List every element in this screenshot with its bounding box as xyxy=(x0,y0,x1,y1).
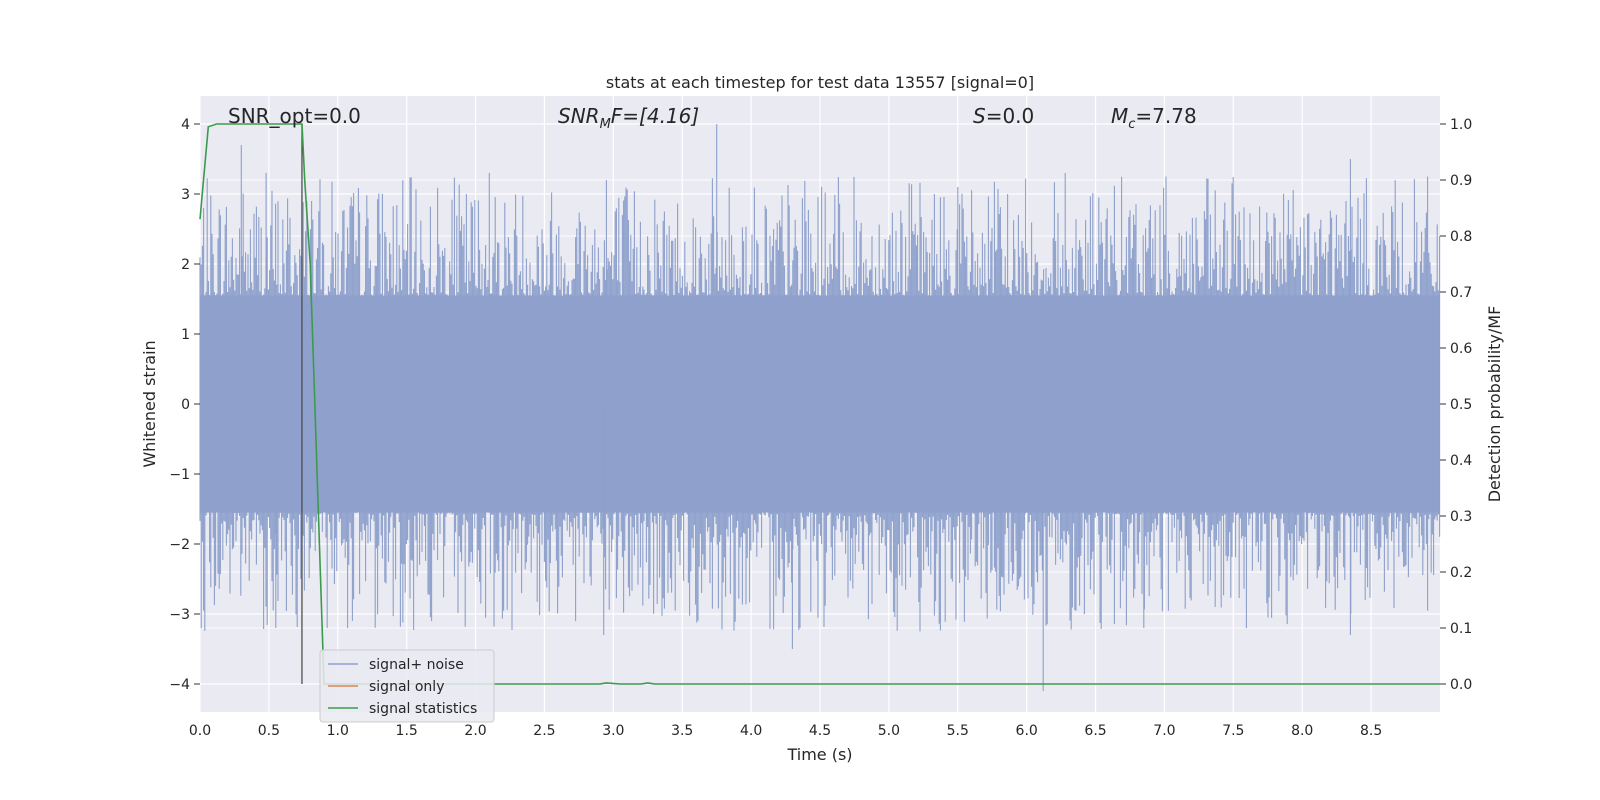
left-y-ticks: −4 −3 −2 −1 0 1 2 3 4 xyxy=(169,117,200,693)
right-y-tick-label: 0.4 xyxy=(1450,453,1472,469)
right-y-tick-label: 0.6 xyxy=(1450,341,1472,357)
mc-annotation: Mc=7.78 xyxy=(1111,104,1197,132)
legend-box xyxy=(319,649,495,723)
x-tick-label: 8.0 xyxy=(1291,723,1313,739)
left-y-axis-label: Whitened strain xyxy=(140,340,159,467)
s-tail: =0.0 xyxy=(986,104,1035,128)
x-ticks: 0.0 0.5 1.0 1.5 2.0 2.5 3.0 3.5 4.0 4.5 5.0 5.5 6.0 6… xyxy=(189,723,1382,739)
x-tick-label: 2.0 xyxy=(464,723,486,739)
right-y-tick-label: 1.0 xyxy=(1450,117,1472,133)
snr-mf-annotation: SNRMF=[4.16] xyxy=(558,104,699,132)
x-tick-label: 4.5 xyxy=(809,723,831,739)
x-tick-label: 0.5 xyxy=(258,723,280,739)
legend-label-signal-only: signal only xyxy=(369,679,444,695)
right-y-tick-label: 0.7 xyxy=(1450,285,1472,301)
left-y-tick-label: 0 xyxy=(181,397,190,413)
x-tick-label: 4.0 xyxy=(740,723,762,739)
legend: signal+ noise signal only signal statist… xyxy=(319,649,495,723)
right-y-tick-label: 0.2 xyxy=(1450,565,1472,581)
right-y-tick-label: 0.0 xyxy=(1450,677,1472,693)
left-y-tick-label: 1 xyxy=(181,327,190,343)
x-tick-label: 7.0 xyxy=(1153,723,1175,739)
x-tick-label: 7.5 xyxy=(1222,723,1244,739)
right-y-tick-label: 0.8 xyxy=(1450,229,1472,245)
legend-label-signal-noise: signal+ noise xyxy=(369,657,464,673)
legend-label-signal-statistics: signal statistics xyxy=(369,701,477,717)
x-tick-label: 8.5 xyxy=(1360,723,1382,739)
strain-series xyxy=(199,124,1441,691)
x-tick-label: 2.5 xyxy=(533,723,555,739)
mc-tail: =7.78 xyxy=(1135,104,1196,128)
left-y-tick-label: −3 xyxy=(169,607,190,623)
x-tick-label: 1.0 xyxy=(327,723,349,739)
right-y-ticks: 0.0 0.1 0.2 0.3 0.4 0.5 0.6 0.7 0.8 0.9 1.0 xyxy=(1440,117,1472,693)
snr-mf-sub: M xyxy=(600,117,611,132)
mc-sub: c xyxy=(1128,117,1135,132)
x-tick-label: 6.5 xyxy=(1084,723,1106,739)
left-y-tick-label: −4 xyxy=(169,677,190,693)
right-y-tick-label: 0.1 xyxy=(1450,621,1472,637)
s-main: S xyxy=(973,104,986,128)
right-y-tick-label: 0.5 xyxy=(1450,397,1472,413)
x-tick-label: 3.0 xyxy=(602,723,624,739)
right-y-tick-label: 0.9 xyxy=(1450,173,1472,189)
left-y-tick-label: −1 xyxy=(169,467,190,483)
snr-mf-tail: F=[4.16] xyxy=(611,104,699,128)
left-y-tick-label: 3 xyxy=(181,187,190,203)
s-annotation: S=0.0 xyxy=(973,104,1034,128)
x-tick-label: 5.0 xyxy=(878,723,900,739)
snr-mf-main: SNR xyxy=(558,104,600,128)
chart-title: stats at each timestep for test data 135… xyxy=(606,73,1034,92)
x-tick-label: 3.5 xyxy=(671,723,693,739)
x-tick-label: 6.0 xyxy=(1016,723,1038,739)
left-y-tick-label: 2 xyxy=(181,257,190,273)
x-tick-label: 1.5 xyxy=(396,723,418,739)
mc-main: M xyxy=(1111,104,1128,128)
snr-opt-annotation: SNR_opt=0.0 xyxy=(228,104,361,128)
x-tick-label: 5.5 xyxy=(947,723,969,739)
right-y-axis-label: Detection probability/MF xyxy=(1485,306,1504,503)
left-y-tick-label: 4 xyxy=(181,117,190,133)
signal-noise-trace xyxy=(199,124,1441,691)
x-tick-label: 0.0 xyxy=(189,723,211,739)
left-y-tick-label: −2 xyxy=(169,537,190,553)
x-axis-label: Time (s) xyxy=(786,745,852,764)
right-y-tick-label: 0.3 xyxy=(1450,509,1472,525)
